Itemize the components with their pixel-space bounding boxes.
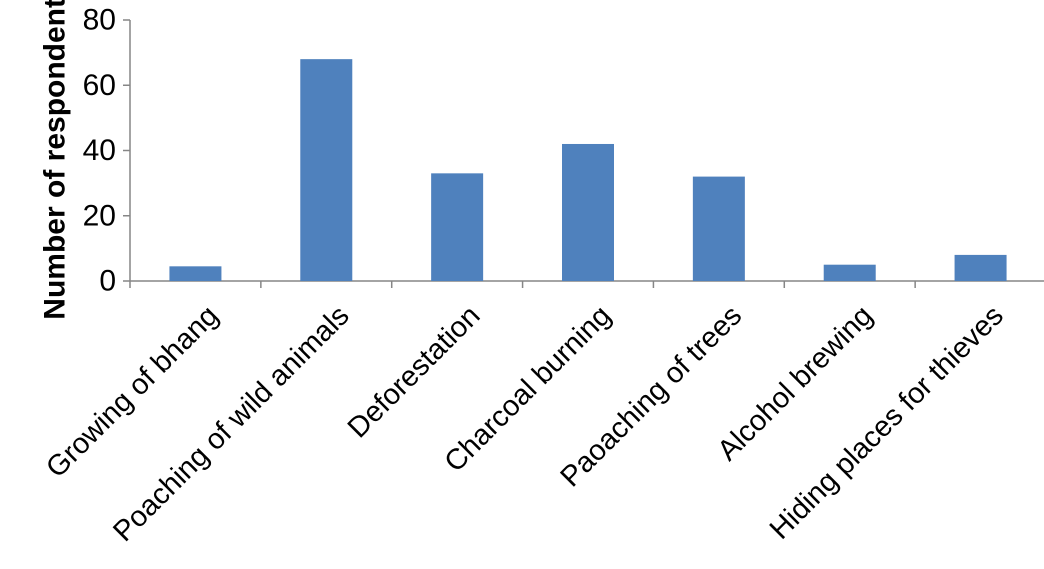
x-axis [129,280,1044,288]
bar [562,143,614,281]
y-tick-label: 40 [83,134,116,167]
y-tick-label: 0 [99,265,116,298]
bar [300,59,353,282]
bar [169,266,222,281]
bar [954,254,1007,281]
y-tick-label: 20 [83,199,116,232]
bar [823,264,876,281]
y-axis: 0 20 40 60 80 [83,4,131,298]
y-tick-label: 80 [83,4,116,37]
x-category-label: Deforestation [342,300,487,445]
bars-group [169,59,1007,282]
x-category-label: Poaching of wild animals [107,300,355,548]
y-axis-title: Number of respondents [39,0,72,320]
y-axis-title-group: Number of respondents [39,0,72,320]
x-category-label: Hiding places for thieves [764,300,1010,546]
y-tick-label: 60 [83,69,116,102]
bar [692,176,745,281]
bar [431,173,484,281]
